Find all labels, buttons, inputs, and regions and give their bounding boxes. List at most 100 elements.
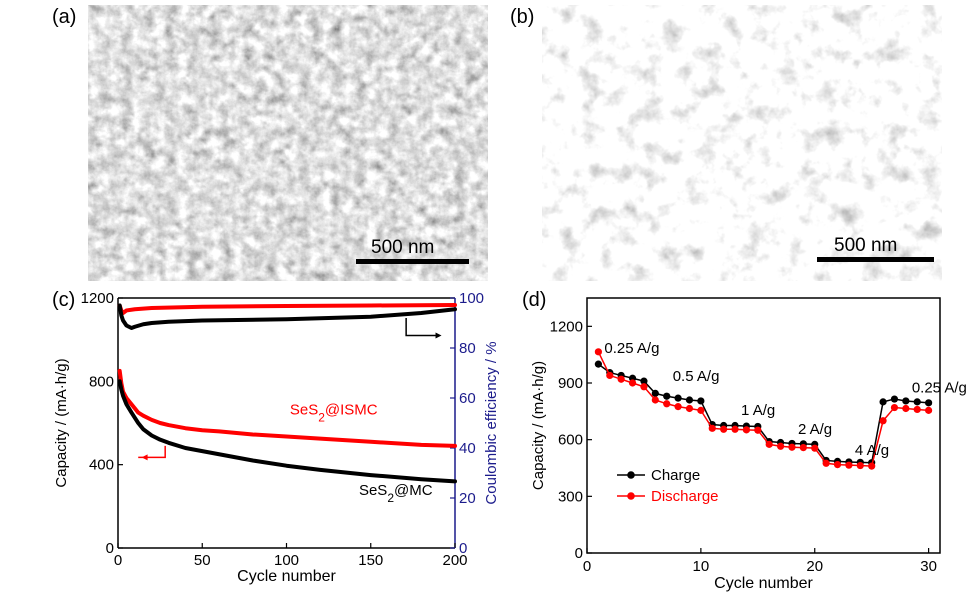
panel-label-d: (d) [522,289,547,311]
legend-marker-discharge [627,492,635,500]
rate-label: 0.25 A/g [604,340,659,357]
point-discharge [845,461,853,469]
x-axis-label: Cycle number [714,575,813,592]
chart-c: 0 50 100 150 20004008001200020406080100Cycle… [53,290,500,585]
point-discharge [685,404,694,413]
point-discharge [776,442,785,450]
y2-tick-label: 80 [459,340,476,357]
legend-label-discharge: Discharge [651,488,719,505]
point-charge [913,398,921,406]
point-charge [879,398,887,406]
arrow-right-axis [405,318,439,337]
x-tick-label: 50 [194,552,211,569]
series-line-0 [117,368,457,448]
arrowhead-right [435,332,442,339]
y-axis-label: Capacity / (mA·h/g) [530,361,547,490]
point-discharge [833,461,842,469]
point-discharge [925,406,933,414]
scale-bar-label-a: 500 nm [371,237,434,258]
point-charge [640,377,648,385]
sem-image-a: 500 nm [88,5,488,281]
y-tick-label: 900 [558,375,583,392]
y-tick-label: 0 [575,545,583,562]
point-discharge [731,425,739,433]
point-discharge [640,383,648,391]
point-discharge [720,425,728,433]
point-discharge [663,400,671,408]
point-discharge [651,396,659,404]
y-tick-label: 400 [89,457,114,474]
y-tick-label: 800 [89,373,114,390]
point-discharge [822,459,830,467]
rate-label: 0.5 A/g [673,368,720,385]
point-discharge [617,375,625,383]
arrowhead-left [141,454,148,461]
point-charge [697,397,705,405]
x-tick-label: 0 [114,552,122,569]
y-axis-label: Capacity / (mA·h/g) [53,358,70,487]
point-charge [685,396,694,404]
x-tick-label: 20 [806,558,823,575]
point-charge [902,397,910,405]
x-axis-label: Cycle number [237,568,336,585]
rate-label: 1 A/g [741,402,775,419]
arrow-left-axis [138,445,166,459]
point-discharge [708,424,716,432]
point-discharge [742,426,751,434]
point-discharge [811,444,819,452]
point-discharge [788,443,796,451]
y2-tick-label: 40 [459,440,476,457]
point-charge [674,394,682,402]
rate-label: 2 A/g [798,421,832,438]
point-charge [890,395,899,403]
panel-label-a: (a) [52,6,77,28]
rate-label: 0.25 A/g [912,379,967,396]
x-tick-label: 10 [693,558,710,575]
legend-label-charge: Charge [651,467,700,484]
point-charge [651,389,659,397]
point-discharge [799,444,807,452]
point-discharge [754,426,762,434]
point-discharge [856,461,864,470]
y-tick-label: 300 [558,488,583,505]
x-tick-label: 100 [274,552,299,569]
scale-bar-label-b: 500 nm [834,235,897,256]
y-tick-label: 600 [558,432,583,449]
point-discharge [606,371,614,380]
point-charge [663,392,671,400]
point-discharge [913,405,921,414]
y2-tick-label: 60 [459,390,476,407]
series-line-3 [117,303,457,330]
x-tick-label: 200 [442,552,467,569]
annotation-mc: SeS2@MC [359,482,433,505]
y2-axis-label: Coulombic efficiency / % [483,341,500,504]
y2-tick-label: 100 [459,290,484,307]
legend-marker-charge [627,471,635,479]
point-discharge [902,404,910,413]
x-tick-label: 150 [358,552,383,569]
panel-label-b: (b) [510,6,535,28]
point-discharge [765,440,773,448]
point-discharge [628,379,637,387]
scale-bar-b [817,257,934,262]
rate-label: 4 A/g [855,442,889,459]
y2-tick-label: 0 [459,540,467,557]
point-discharge [879,417,887,425]
x-tick-label: 30 [920,558,937,575]
y-tick-label: 0 [106,540,114,557]
series-line-2 [117,303,457,315]
annotation-ismc: SeS2@ISMC [290,402,378,425]
panel-label-c: (c) [52,289,76,311]
scale-bar-a [356,259,469,264]
point-discharge [868,462,876,470]
series-line-1 [117,379,457,484]
point-charge [594,360,602,368]
point-discharge [890,403,899,412]
y-tick-label: 1200 [550,318,583,335]
x-tick-label: 0 [583,558,591,575]
point-discharge [674,403,682,411]
y-tick-label: 1200 [81,290,114,307]
plot-frame [586,297,941,554]
y2-tick-label: 20 [459,490,476,507]
